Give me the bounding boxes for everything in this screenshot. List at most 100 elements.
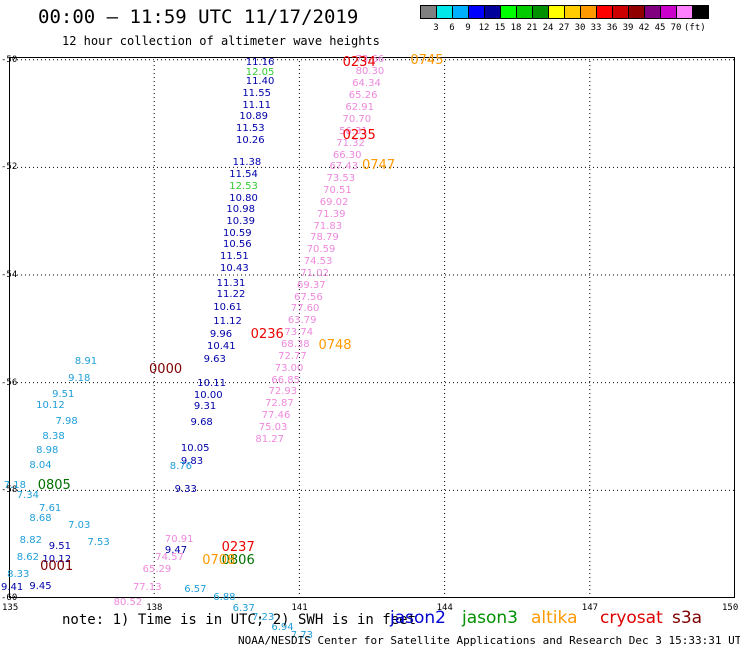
satellite-altika: altika (531, 608, 578, 628)
swh-value-track-lightblue: 7.23 (252, 612, 275, 624)
x-axis-label: 135 (2, 603, 19, 613)
swh-value-jason2: 9.33 (174, 483, 197, 495)
swh-value-track-lightblue: 6.57 (184, 583, 207, 595)
swh-value-jason2: 10.80 (229, 192, 258, 204)
swh-value-track-lightblue: 8.98 (36, 445, 59, 457)
swh-value-altika: 69.37 (297, 279, 326, 291)
pass-time-label: 0748 (318, 337, 352, 353)
swh-value-altika: 67.56 (294, 291, 323, 303)
legend-label: 70 (670, 23, 682, 33)
swh-value-jason2: 10.05 (180, 442, 210, 454)
swh-value-altika: 66.85 (271, 374, 300, 386)
swh-value-altika: 71.32 (336, 137, 365, 149)
swh-value-altika: 80.30 (355, 65, 385, 77)
legend-swatches (420, 5, 709, 19)
swh-value-jason2: 10.59 (222, 227, 252, 239)
swh-value-track-lightblue: 6.94 (271, 621, 294, 633)
pass-time-label: 0237 (221, 539, 255, 555)
satellite-cryosat: cryosat (600, 608, 663, 628)
legend-label: 36 (606, 23, 618, 33)
swh-value-track-lightblue: 9.18 (68, 372, 91, 384)
swh-value-jason2: 9.96 (209, 328, 233, 340)
swh-value-altika: 64.34 (352, 78, 381, 90)
map-title: 00:00 – 11:59 UTC 11/17/2019 (38, 6, 359, 28)
satellite-jason3: jason3 (462, 608, 518, 628)
swh-value-track-lightblue: 9.51 (52, 389, 75, 401)
swh-value-jason2: 9.83 (180, 456, 204, 468)
satellite-s3a: s3a (672, 608, 703, 628)
swh-value-jason2: 9.31 (193, 401, 217, 413)
legend-label: 42 (638, 23, 650, 33)
swh-value-altika: 67.43 (329, 161, 359, 173)
legend-label: 30 (574, 23, 586, 33)
legend-label: 39 (622, 23, 634, 33)
swh-value-altika: 77.46 (261, 410, 291, 422)
swh-value-jason2: 9.47 (164, 544, 188, 556)
map-subtitle: 12 hour collection of altimeter wave hei… (62, 34, 380, 48)
x-axis-label: 144 (436, 603, 453, 613)
legend-label: 12 (478, 23, 490, 33)
swh-value-jason2: 10.98 (226, 203, 255, 215)
swh-value-track-lightblue: 7.18 (3, 480, 26, 492)
swh-value-jason2: 9.41 (1, 582, 24, 594)
swh-value-altika: 70.70 (342, 113, 372, 125)
swh-value-altika: 69.02 (319, 196, 349, 208)
legend-label: 15 (494, 23, 506, 33)
swh-value-altika: 74.53 (303, 256, 333, 268)
swh-value-track-lightblue: 7.98 (55, 415, 78, 427)
swh-value-track-lightblue: 7.03 (68, 519, 91, 531)
legend-label: 33 (590, 23, 602, 33)
swh-value-jason2: 10.39 (226, 215, 255, 227)
pass-time-label: 0000 (149, 362, 183, 378)
swh-value-jason2: 9.63 (203, 353, 226, 365)
swh-value-altika: 78.79 (310, 232, 339, 244)
legend-label: (ft) (684, 23, 706, 33)
swh-value-track-lightblue: 7.53 (87, 537, 110, 549)
x-axis-label: 150 (722, 603, 739, 613)
swh-value-altika: 71.83 (313, 220, 343, 232)
y-axis-label: -50 (1, 54, 18, 65)
color-legend: 3 6 9 12 15 18 21 24 27 30 33 36 39 42 45 70 (ft) (420, 5, 709, 35)
swh-value-jason2: 11.38 (232, 157, 262, 169)
swh-value-altika: 63.79 (287, 315, 317, 327)
pass-time-label: 0747 (362, 157, 396, 173)
legend-label: 24 (542, 23, 554, 33)
y-axis-label: -58 (1, 485, 18, 496)
swh-value-altika: 74.57 (155, 551, 184, 563)
swh-value-track-lightblue: 6.88 (213, 592, 236, 603)
swh-value-altika: 81.27 (255, 433, 285, 445)
footer-credit: NOAA/NESDIS Center for Satellite Applica… (238, 634, 740, 647)
swh-value-altika: 73.74 (284, 327, 314, 339)
swh-value-track-lightblue: 8.68 (29, 512, 52, 524)
swh-value-altika: 77.13 (132, 582, 162, 594)
y-axis-label: -60 (1, 593, 18, 603)
pass-time-label: 0001 (40, 558, 74, 574)
swh-value-jason2: 11.31 (216, 278, 246, 290)
footer-note: note: 1) Time is in UTC; 2) SWH is in fe… (62, 612, 417, 628)
swh-value-jason2: 9.45 (29, 581, 52, 593)
swh-value-jason2: 10.12 (42, 554, 72, 566)
swh-value-altika: 72.77 (278, 350, 307, 362)
swh-value-track-lightblue: 8.82 (19, 535, 42, 547)
swh-value-altika: 73.66 (355, 53, 385, 65)
x-axis-label: 141 (291, 603, 308, 613)
swh-value-jason2: 10.00 (193, 389, 223, 401)
swh-value-jason2: 11.11 (242, 99, 271, 111)
pass-time-label: 0708 (202, 553, 236, 569)
swh-value-altika: 73.00 (274, 362, 304, 374)
swh-value-jason2: 11.51 (220, 250, 249, 262)
swh-value-jason2: 11.16 (245, 56, 275, 68)
swh-value-altika: 70.51 (323, 185, 352, 197)
y-axis-label: -56 (1, 377, 18, 388)
swh-value-track-lightblue: 7.73 (290, 629, 313, 641)
swh-value-track-lightblue: 8.04 (29, 459, 52, 471)
swh-value-jason2: 11.22 (216, 289, 246, 301)
swh-value-jason2: 10.61 (213, 302, 242, 314)
pass-time-label: 0236 (250, 327, 284, 343)
swh-value-altika: 68.38 (281, 338, 310, 350)
swh-value-altika: 62.91 (345, 102, 375, 114)
swh-value-jason2: 10.11 (197, 377, 226, 389)
swh-value-jason3: 12.53 (229, 180, 258, 192)
swh-value-jason2: 11.12 (213, 315, 242, 327)
